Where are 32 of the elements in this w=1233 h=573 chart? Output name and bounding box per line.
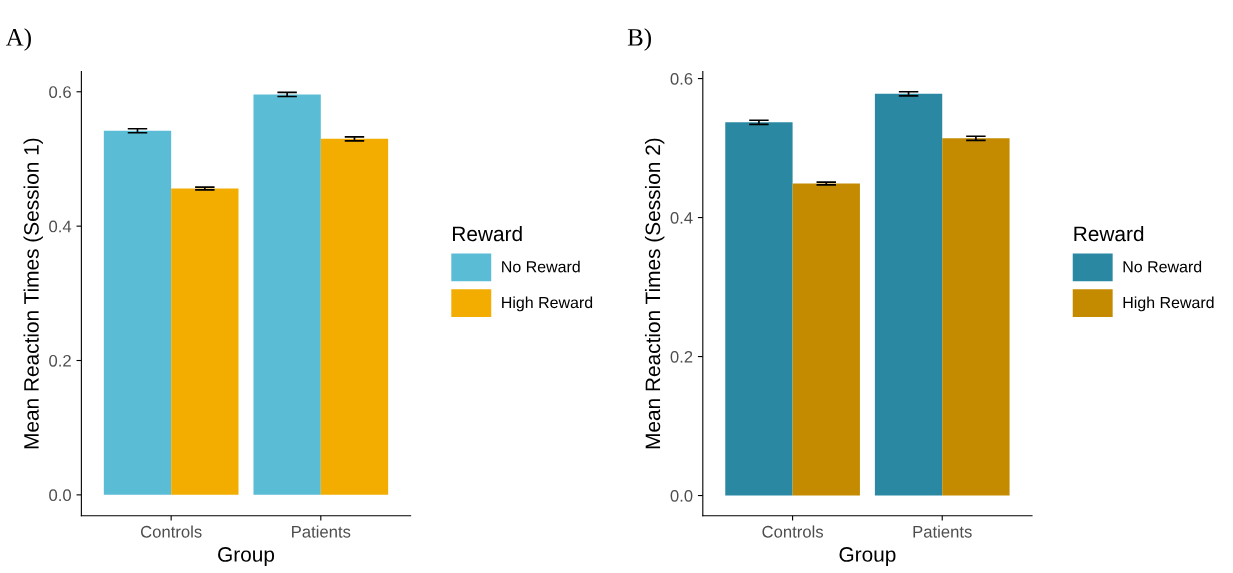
bar <box>874 93 943 496</box>
x-axis-title: Group <box>218 547 275 566</box>
legend-label: No Reward <box>502 260 580 273</box>
x-tick-label: Controls <box>140 525 202 538</box>
legend-title: Reward <box>453 225 522 242</box>
chart-title: B) <box>627 28 651 51</box>
y-tick-label: 0.0 <box>670 489 693 502</box>
bar <box>725 122 793 496</box>
y-axis-title: Mean Reaction Times (Session 2) <box>644 138 665 449</box>
bar <box>320 138 389 495</box>
chart-title: A) <box>5 28 31 51</box>
y-tick-label: 0.2 <box>670 350 693 363</box>
legend-label: High Reward <box>502 296 593 312</box>
bar <box>253 94 321 495</box>
y-tick-label: 0.6 <box>49 86 71 98</box>
y-tick-label: 0.0 <box>49 489 72 502</box>
x-tick-label: Controls <box>762 525 824 538</box>
legend-title: Reward <box>1074 225 1144 242</box>
y-tick-label: 0.4 <box>49 220 72 233</box>
x-tick-label: Patients <box>292 525 351 538</box>
legend-label: No Reward <box>1123 260 1202 273</box>
bar <box>171 188 239 495</box>
y-tick-label: 0.4 <box>670 211 693 224</box>
y-tick-label: 0.6 <box>670 72 693 85</box>
x-axis-title: Group <box>839 547 896 566</box>
bar <box>792 183 860 496</box>
legend-label: High Reward <box>1123 296 1214 312</box>
y-tick-label: 0.2 <box>49 354 71 367</box>
x-tick-label: Patients <box>913 525 972 538</box>
bar <box>942 138 1010 496</box>
y-axis-title: Mean Reaction Times (Session 1) <box>23 138 43 449</box>
bar <box>103 130 172 495</box>
